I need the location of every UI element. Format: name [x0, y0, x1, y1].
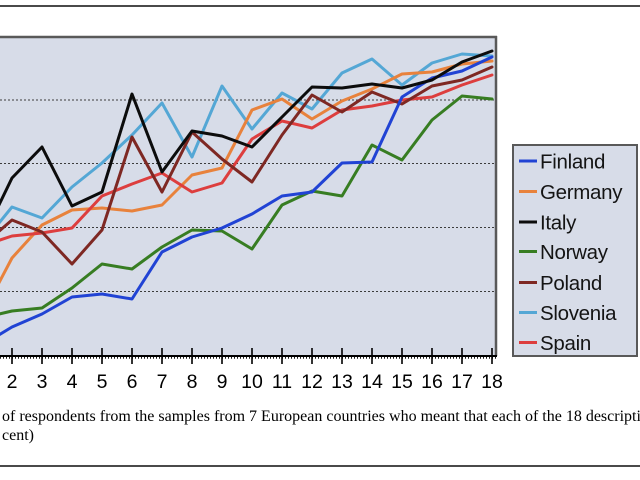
svg-text:8: 8	[187, 371, 198, 393]
svg-text:Italy: Italy	[540, 212, 577, 235]
svg-text:6: 6	[127, 371, 138, 393]
svg-text:7: 7	[157, 371, 168, 393]
svg-text:3: 3	[37, 371, 48, 393]
svg-text:11: 11	[272, 371, 292, 393]
svg-text:Norway: Norway	[540, 241, 609, 264]
svg-text:10: 10	[241, 371, 263, 393]
svg-text:2: 2	[7, 371, 18, 393]
svg-text:13: 13	[331, 371, 353, 393]
svg-text:Germany: Germany	[540, 181, 623, 204]
svg-text:5: 5	[97, 371, 108, 393]
svg-text:14: 14	[361, 371, 383, 393]
svg-text:Spain: Spain	[540, 332, 591, 355]
svg-text:9: 9	[217, 371, 228, 393]
svg-text:Finland: Finland	[540, 151, 605, 174]
svg-text:18: 18	[481, 371, 503, 393]
svg-text:Poland: Poland	[540, 272, 602, 295]
svg-text:17: 17	[451, 371, 473, 393]
svg-text:4: 4	[67, 371, 78, 393]
svg-text:15: 15	[391, 371, 413, 393]
svg-text:Slovenia: Slovenia	[540, 302, 617, 325]
svg-text:16: 16	[421, 371, 443, 393]
svg-text:12: 12	[301, 371, 323, 393]
